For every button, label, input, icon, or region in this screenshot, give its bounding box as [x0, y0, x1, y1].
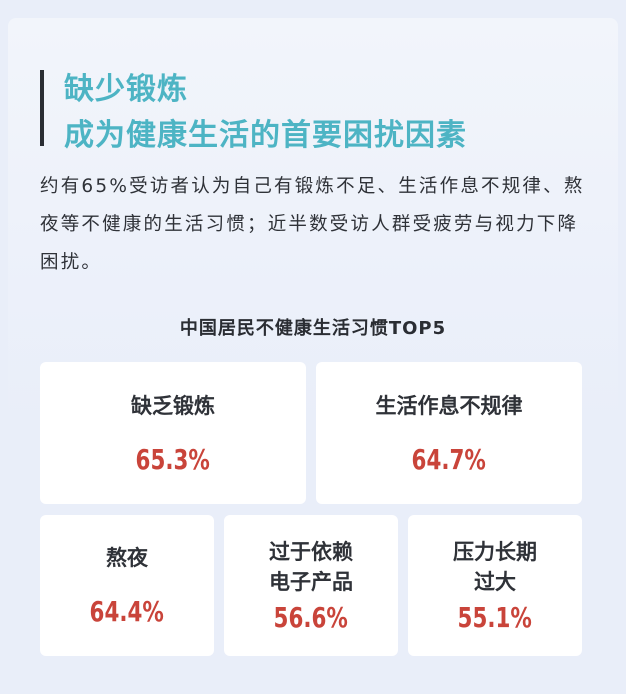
stat-value: 56.6%: [273, 601, 349, 634]
stat-card-long-term-stress: 压力长期 过大 55.1%: [408, 515, 582, 656]
stat-label: 过于依赖 电子产品: [269, 540, 353, 594]
stat-value: 64.4%: [89, 595, 165, 628]
stat-label: 熬夜: [106, 546, 148, 570]
title-line-1: 缺少锻炼: [64, 72, 188, 107]
stat-label: 压力长期 过大: [453, 540, 537, 594]
stat-label: 缺乏锻炼: [131, 393, 215, 418]
description: 约有65%受访者认为自己有锻炼不足、生活作息不规律、熬夜等不健康的生活习惯；近半…: [40, 176, 585, 273]
section-subtitle: 中国居民不健康生活习惯TOP5: [179, 318, 447, 339]
stat-value: 55.1%: [457, 601, 533, 634]
title-line-2: 成为健康生活的首要困扰因素: [64, 118, 467, 153]
stat-card-irregular-schedule: 生活作息不规律 64.7%: [316, 362, 582, 504]
stat-card-electronics-reliance: 过于依赖 电子产品 56.6%: [224, 515, 398, 656]
title-accent-bar: [40, 70, 44, 146]
stat-value: 64.7%: [411, 442, 487, 476]
stat-label: 生活作息不规律: [375, 393, 523, 418]
stat-value: 65.3%: [135, 442, 211, 476]
stat-card-lack-exercise: 缺乏锻炼 65.3%: [40, 362, 306, 504]
stat-card-staying-up-late: 熬夜 64.4%: [40, 515, 214, 656]
